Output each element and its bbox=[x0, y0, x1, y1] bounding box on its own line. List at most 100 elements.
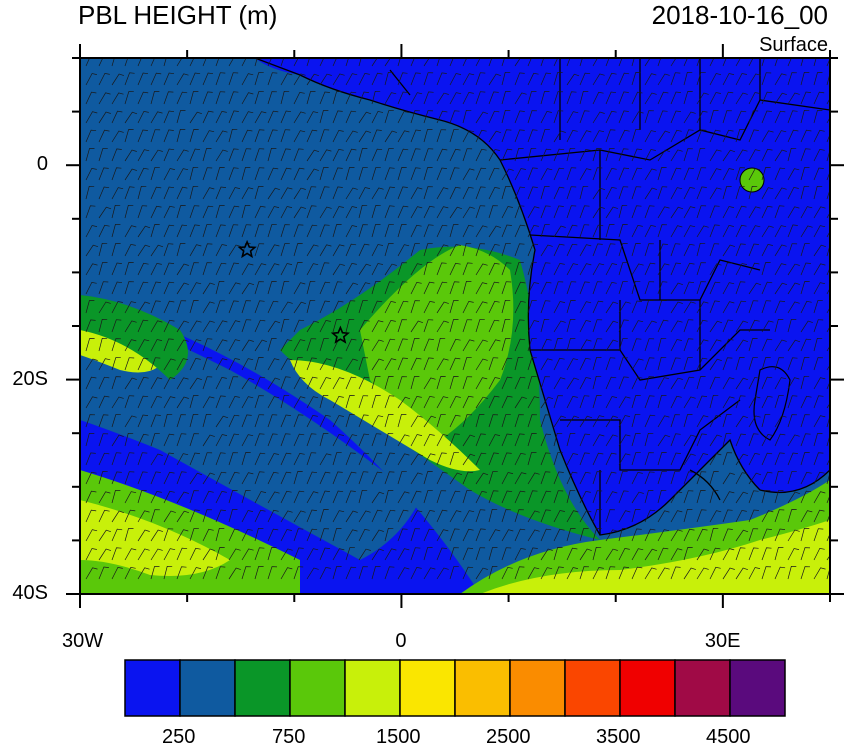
wind-barb bbox=[254, 319, 266, 333]
wind-barb bbox=[111, 396, 124, 409]
wind-barb bbox=[748, 453, 760, 466]
wind-barb bbox=[761, 320, 774, 333]
wind-barb bbox=[670, 110, 681, 124]
wind-barb bbox=[163, 510, 176, 523]
wind-barb bbox=[254, 263, 267, 276]
wind-barb bbox=[215, 262, 227, 276]
wind-barb bbox=[345, 263, 357, 276]
wind-barb bbox=[696, 58, 701, 67]
wind-barb bbox=[813, 509, 825, 523]
wind-barb bbox=[189, 129, 199, 143]
wind-barb bbox=[774, 187, 787, 200]
wind-barb bbox=[566, 433, 576, 447]
wind-barb bbox=[722, 110, 732, 124]
wind-barb bbox=[566, 377, 579, 390]
wind-barb bbox=[436, 301, 449, 314]
wind-barb bbox=[215, 320, 228, 333]
wind-barb bbox=[254, 300, 265, 314]
wind-barb bbox=[397, 319, 408, 333]
wind-barb bbox=[124, 567, 136, 580]
wind-barb bbox=[462, 547, 474, 561]
wind-barb bbox=[176, 453, 189, 466]
wind-barb bbox=[189, 224, 200, 238]
wind-barb bbox=[163, 358, 176, 371]
wind-barb bbox=[722, 528, 733, 542]
wind-barb bbox=[384, 527, 394, 542]
wind-barb bbox=[540, 224, 550, 238]
wind-barb bbox=[462, 301, 474, 314]
wind-barb bbox=[241, 490, 251, 504]
wind-barb bbox=[436, 434, 448, 447]
wind-barb bbox=[670, 129, 682, 143]
wind-barb bbox=[813, 433, 823, 447]
wind-barb bbox=[527, 72, 539, 86]
wind-barb bbox=[228, 414, 240, 428]
wind-barb bbox=[137, 510, 150, 523]
wind-barb bbox=[280, 263, 293, 276]
wind-barb bbox=[449, 58, 454, 67]
wind-barb bbox=[579, 205, 590, 219]
wind-barb bbox=[462, 528, 474, 542]
wind-barb bbox=[176, 510, 190, 523]
wind-barb bbox=[85, 148, 95, 162]
wind-barb bbox=[202, 414, 212, 428]
wind-barb bbox=[826, 566, 830, 580]
wind-barb bbox=[449, 547, 459, 561]
lake-victoria bbox=[739, 167, 765, 193]
wind-barb bbox=[449, 262, 461, 276]
wind-barb bbox=[267, 110, 279, 124]
station-markers bbox=[237, 239, 350, 344]
wind-barb bbox=[163, 262, 175, 276]
wind-barb bbox=[644, 490, 654, 504]
wind-barb bbox=[579, 339, 592, 352]
wind-barb bbox=[189, 166, 199, 181]
wind-barb bbox=[150, 491, 162, 504]
wind-barb bbox=[436, 224, 448, 238]
wind-barb bbox=[202, 110, 214, 124]
wind-barb bbox=[813, 263, 826, 276]
wind-barb bbox=[397, 338, 408, 352]
wind-barb bbox=[202, 566, 213, 580]
wind-barb bbox=[605, 566, 616, 580]
wind-barb bbox=[501, 338, 511, 352]
wind-barb bbox=[553, 510, 565, 523]
wind-barb bbox=[228, 339, 241, 352]
wind-barb bbox=[826, 380, 830, 390]
wind-barb bbox=[85, 111, 98, 124]
wind-barb bbox=[748, 300, 759, 314]
wind-barb bbox=[124, 339, 137, 352]
wind-barb bbox=[488, 130, 502, 143]
wind-barb bbox=[449, 490, 461, 504]
wind-barb bbox=[748, 377, 760, 390]
wind-barb bbox=[267, 338, 277, 352]
wind-barb bbox=[527, 282, 539, 295]
wind-barb bbox=[618, 224, 628, 238]
wind-barb bbox=[553, 167, 565, 181]
wind-barb bbox=[293, 414, 304, 428]
wind-barb bbox=[592, 167, 603, 181]
wind-barb bbox=[475, 528, 486, 542]
star-marker-ascension bbox=[237, 239, 257, 259]
wind-barb bbox=[735, 510, 747, 523]
wind-barb bbox=[371, 129, 382, 143]
wind-barb bbox=[215, 300, 226, 314]
wind-barb bbox=[345, 395, 355, 409]
wind-barb bbox=[410, 263, 423, 276]
wind-barb bbox=[163, 396, 176, 409]
wind-barb bbox=[345, 167, 355, 181]
wind-barb bbox=[137, 149, 150, 162]
wind-barb bbox=[683, 187, 695, 200]
wind-barb bbox=[449, 472, 463, 485]
wind-barb bbox=[371, 205, 381, 219]
wind-barb bbox=[267, 281, 277, 295]
wind-barb bbox=[241, 205, 251, 219]
wind-barb bbox=[514, 168, 526, 181]
wind-barb bbox=[514, 490, 526, 504]
wind-barb bbox=[631, 548, 644, 561]
wind-barb bbox=[397, 186, 408, 200]
wind-barb bbox=[592, 130, 605, 143]
wind-barb bbox=[618, 490, 629, 504]
wind-barb bbox=[475, 205, 486, 219]
wind-barb bbox=[618, 58, 623, 67]
wind-barb bbox=[787, 339, 801, 352]
